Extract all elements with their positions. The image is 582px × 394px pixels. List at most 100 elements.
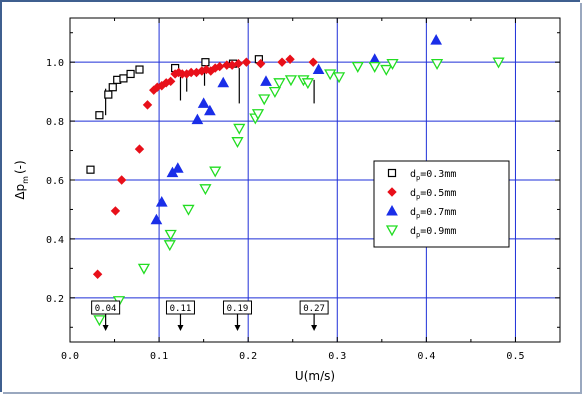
data-point <box>95 111 104 120</box>
legend-marker <box>387 187 397 197</box>
legend-label-value: =0.3mm <box>420 169 456 180</box>
data-point <box>273 78 286 90</box>
data-point <box>171 162 184 173</box>
legend-entry: dp=0.7mm <box>386 204 456 220</box>
series-3-points <box>150 34 443 225</box>
data-point <box>209 166 222 178</box>
data-point <box>255 58 266 69</box>
ticks-layer: 0.0 0.1 0.2 0.3 0.4 0.5 0.2 0.4 0.6 0.8 1.0 <box>46 18 560 362</box>
legend-box <box>373 160 510 248</box>
data-point <box>217 76 230 88</box>
data-point <box>199 184 212 196</box>
data-point <box>191 113 204 125</box>
y-tick-label: 0.2 <box>46 294 64 305</box>
legend-entry: dp=0.5mm <box>387 187 456 201</box>
data-point <box>165 76 176 87</box>
annotation-label: 0.27 <box>299 300 329 331</box>
annotation-label: 0.19 <box>222 300 252 331</box>
data-point <box>380 64 393 76</box>
data-point <box>233 58 244 69</box>
legend-label: dp=0.9mm <box>410 226 456 239</box>
data-point <box>430 34 443 45</box>
legend-marker <box>385 225 399 237</box>
legend-label: dp=0.3mm <box>410 169 456 182</box>
y-axis-title-unit: (-) <box>13 160 27 174</box>
x-tick-label: 0.1 <box>150 351 168 362</box>
data-point <box>197 97 210 108</box>
x-tick-label: 0.0 <box>61 351 79 362</box>
data-point <box>260 75 272 86</box>
legend-label-sub: p <box>416 174 420 182</box>
data-point <box>312 63 325 75</box>
legend-marker <box>386 204 398 216</box>
legend-label-value: =0.9mm <box>420 226 456 237</box>
data-point <box>163 240 176 252</box>
legend-label: dp=0.7mm <box>410 207 456 220</box>
data-point <box>258 94 271 106</box>
annotation-label: 0.04 <box>91 300 121 331</box>
data-point <box>241 57 252 67</box>
y-tick-label: 0.6 <box>46 176 64 187</box>
data-point <box>308 57 318 67</box>
data-point <box>277 57 287 67</box>
legend-label-value: =0.7mm <box>420 207 456 218</box>
data-point <box>233 123 246 135</box>
data-point <box>155 196 168 207</box>
annotation-arrow-head <box>311 325 318 331</box>
data-point <box>251 109 265 121</box>
data-point <box>268 86 282 98</box>
annotation-text: 0.04 <box>95 304 117 314</box>
legend-label-main: d <box>410 169 416 180</box>
series-4-points <box>93 57 505 327</box>
legend-label-value: =0.5mm <box>420 188 456 199</box>
data-point <box>126 69 135 79</box>
legend-label-sub: p <box>416 193 420 201</box>
data-point <box>137 263 151 275</box>
data-point <box>351 61 364 73</box>
data-point <box>231 137 244 149</box>
data-point <box>301 78 314 90</box>
data-point <box>324 69 337 81</box>
y-axis-title: Δpm (-) <box>13 160 30 199</box>
y-tick-label: 0.8 <box>46 117 64 128</box>
annotation-label: 0.11 <box>165 300 195 331</box>
y-axis-title-main: Δp <box>13 184 27 200</box>
annotation-text: 0.19 <box>227 304 249 314</box>
x-tick-label: 0.3 <box>328 351 346 362</box>
annotations-layer: 0.04 0.11 0.19 0.27 <box>91 300 329 331</box>
data-point <box>492 57 505 69</box>
data-point <box>386 59 399 70</box>
x-tick-label: 0.5 <box>506 351 524 362</box>
data-point <box>368 53 381 64</box>
data-point <box>285 54 295 64</box>
grid-layer <box>70 18 560 342</box>
x-tick-label: 0.2 <box>239 351 257 362</box>
annotation-arrow-head <box>177 325 184 331</box>
data-point <box>135 65 144 74</box>
annotation-text: 0.27 <box>303 304 325 314</box>
annotation-arrow-head <box>102 325 109 331</box>
data-point <box>86 165 95 174</box>
data-point <box>430 59 444 70</box>
points-layer <box>86 34 505 327</box>
x-tick-label: 0.4 <box>417 351 435 362</box>
series-2-points <box>92 54 318 279</box>
legend-label-main: d <box>410 207 416 218</box>
legend-label-main: d <box>410 226 416 237</box>
data-point <box>93 315 106 327</box>
svg-text:Δpm(-): Δpm (-) <box>13 160 30 199</box>
y-tick-label: 0.4 <box>46 235 64 246</box>
data-point <box>110 206 121 216</box>
annotation-text: 0.11 <box>170 304 192 314</box>
data-point <box>182 204 195 216</box>
data-point <box>204 104 216 116</box>
y-tick-label: 1.0 <box>46 58 64 69</box>
legend-label-sub: p <box>416 231 420 239</box>
legend-label: dp=0.5mm <box>410 188 456 201</box>
data-point <box>332 72 346 84</box>
data-point <box>150 213 163 225</box>
data-point <box>164 229 177 241</box>
legend-label-main: d <box>410 188 416 199</box>
